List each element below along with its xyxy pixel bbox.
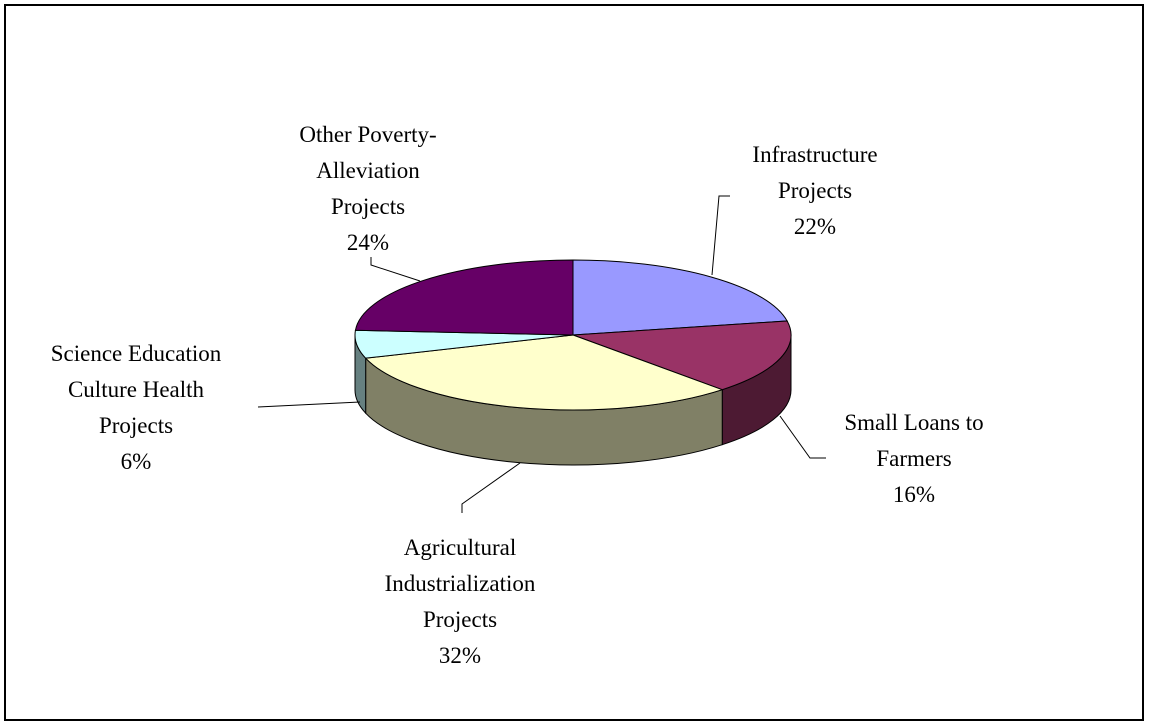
label-leaders [257, 195, 826, 513]
leader-line-small-loans [779, 415, 826, 459]
slice-label-infrastructure: Infrastructure [752, 142, 877, 167]
slice-label-science-education: Projects [99, 413, 173, 438]
percent-label-science-education: 6% [121, 449, 152, 474]
slice-label-agricultural: Industrialization [385, 571, 536, 596]
slice-label-other-poverty: Projects [331, 194, 405, 219]
slice-infrastructure [572, 259, 788, 336]
slice-label-other-poverty: Alleviation [316, 158, 420, 183]
slice-other-poverty [354, 259, 574, 336]
percent-label-agricultural: 32% [439, 643, 481, 668]
slice-labels: Infrastructure Projects 22% Small Loans to F… [51, 122, 984, 668]
slice-label-agricultural: Projects [423, 607, 497, 632]
percent-label-small-loans: 16% [893, 482, 935, 507]
percent-label-infrastructure: 22% [794, 214, 836, 239]
slice-label-other-poverty: Other Poverty- [299, 122, 436, 147]
pie-tops [354, 259, 792, 411]
slice-label-agricultural: Agricultural [404, 535, 516, 560]
leader-line-agricultural [461, 462, 521, 513]
leader-line-other-poverty [370, 257, 421, 282]
slice-label-small-loans: Small Loans to [844, 410, 983, 435]
slice-label-infrastructure: Projects [778, 178, 852, 203]
slice-label-small-loans: Farmers [876, 446, 951, 471]
slice-label-science-education: Culture Health [68, 377, 205, 402]
slice-agricultural [364, 334, 724, 411]
slice-small-loans [572, 320, 792, 391]
percent-label-other-poverty: 24% [347, 230, 389, 255]
leader-line-infrastructure [711, 195, 730, 276]
slice-label-science-education: Science Education [51, 341, 222, 366]
leader-line-science-education [257, 401, 361, 408]
